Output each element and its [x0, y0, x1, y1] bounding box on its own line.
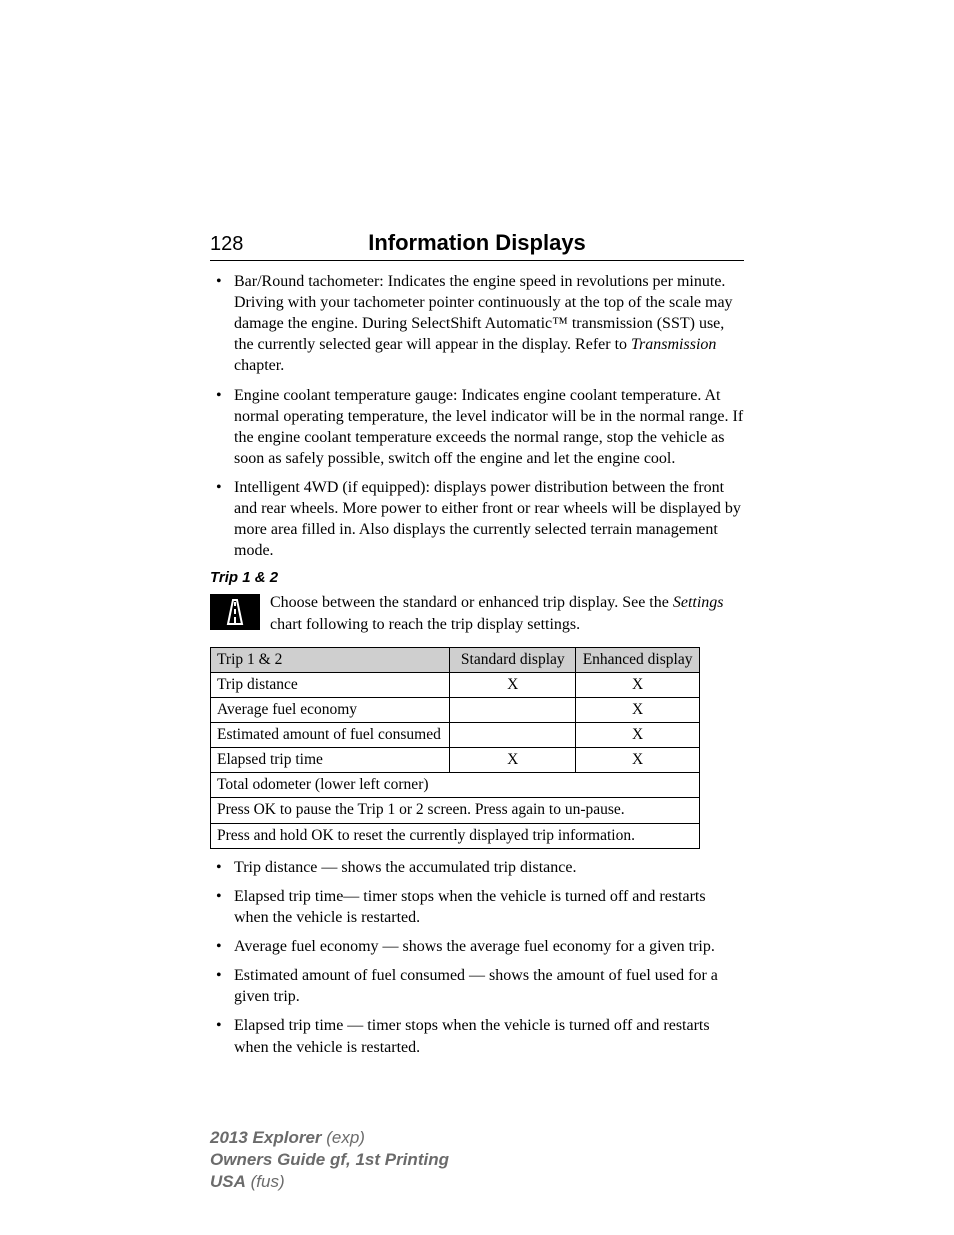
footer-code: (exp) [322, 1128, 365, 1147]
footer-line-1: 2013 Explorer (exp) [210, 1127, 449, 1149]
cell-enh: X [576, 748, 700, 773]
road-icon [210, 594, 260, 630]
icon-intro-text: Choose between the standard or enhanced … [270, 592, 744, 634]
table-row: Average fuel economy X [211, 697, 700, 722]
cell-std [450, 723, 576, 748]
cell-label: Average fuel economy [211, 697, 450, 722]
table-row: Press OK to pause the Trip 1 or 2 screen… [211, 798, 700, 823]
italic-ref: Transmission [631, 336, 716, 353]
th-label: Trip 1 & 2 [211, 647, 450, 672]
list-item: Intelligent 4WD (if equipped): displays … [228, 477, 744, 561]
cell-enh: X [576, 672, 700, 697]
page: 128 Information Displays Bar/Round tacho… [0, 0, 954, 1235]
list-item: Estimated amount of fuel consumed — show… [228, 965, 744, 1007]
page-header: 128 Information Displays [210, 230, 744, 261]
cell-label: Trip distance [211, 672, 450, 697]
cell-span: Press OK to pause the Trip 1 or 2 screen… [211, 798, 700, 823]
table-header-row: Trip 1 & 2 Standard display Enhanced dis… [211, 647, 700, 672]
cell-std: X [450, 748, 576, 773]
cell-span: Total odometer (lower left corner) [211, 773, 700, 798]
list-item: Elapsed trip time— timer stops when the … [228, 886, 744, 928]
list-item: Elapsed trip time — timer stops when the… [228, 1015, 744, 1057]
footer-region-code: (fus) [246, 1172, 285, 1191]
top-bullet-list: Bar/Round tachometer: Indicates the engi… [210, 271, 744, 561]
icon-intro-row: Choose between the standard or enhanced … [210, 592, 744, 634]
intro-post: chart following to reach the trip displa… [270, 616, 580, 633]
table-row: Trip distanceXX [211, 672, 700, 697]
bottom-bullet-list: Trip distance — shows the accumulated tr… [210, 857, 744, 1058]
list-item: Bar/Round tachometer: Indicates the engi… [228, 271, 744, 377]
intro-italic: Settings [673, 594, 724, 611]
table-row: Elapsed trip timeXX [211, 748, 700, 773]
cell-enh: X [576, 697, 700, 722]
section-heading: Trip 1 & 2 [210, 569, 744, 586]
list-item: Engine coolant temperature gauge: Indica… [228, 385, 744, 469]
footer: 2013 Explorer (exp) Owners Guide gf, 1st… [210, 1127, 449, 1193]
bullet-tail: chapter. [234, 357, 284, 374]
th-enh: Enhanced display [576, 647, 700, 672]
table-row: Estimated amount of fuel consumed X [211, 723, 700, 748]
footer-line-3: USA (fus) [210, 1171, 449, 1193]
table-row: Total odometer (lower left corner) [211, 773, 700, 798]
cell-label: Estimated amount of fuel consumed [211, 723, 450, 748]
cell-std: X [450, 672, 576, 697]
list-item: Trip distance — shows the accumulated tr… [228, 857, 744, 878]
cell-label: Elapsed trip time [211, 748, 450, 773]
table-row: Press and hold OK to reset the currently… [211, 823, 700, 848]
cell-enh: X [576, 723, 700, 748]
cell-std [450, 697, 576, 722]
footer-model: 2013 Explorer [210, 1128, 322, 1147]
page-number: 128 [210, 233, 310, 256]
cell-span: Press and hold OK to reset the currently… [211, 823, 700, 848]
trip-table: Trip 1 & 2 Standard display Enhanced dis… [210, 647, 700, 849]
chapter-title: Information Displays [310, 230, 744, 256]
footer-region: USA [210, 1172, 246, 1191]
list-item: Average fuel economy — shows the average… [228, 936, 744, 957]
intro-pre: Choose between the standard or enhanced … [270, 594, 673, 611]
footer-line-2: Owners Guide gf, 1st Printing [210, 1149, 449, 1171]
th-std: Standard display [450, 647, 576, 672]
